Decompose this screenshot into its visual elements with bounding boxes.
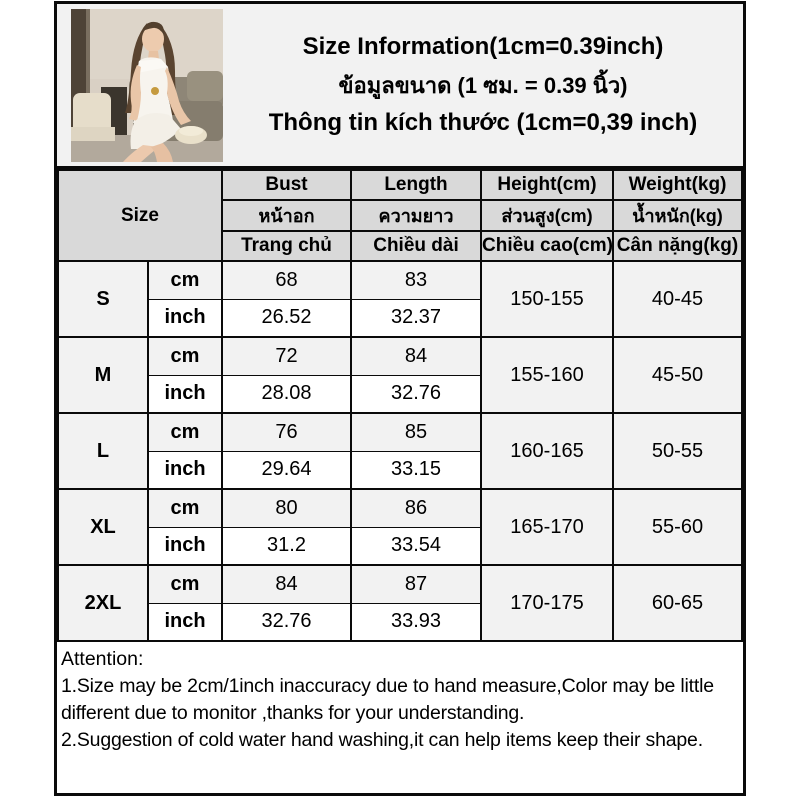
- bust-cm-value: 72: [221, 336, 352, 376]
- table-row: 2XL cm 84 87 170-175 60-65: [57, 564, 743, 642]
- title-block: Size Information(1cm=0.39inch) ข้อมูลขนา…: [223, 33, 743, 137]
- col-header-length-en: Length: [350, 169, 482, 201]
- col-header-bust-en: Bust: [221, 169, 352, 201]
- size-label-2xl: 2XL: [57, 564, 149, 642]
- col-header-height-en: Height(cm): [480, 169, 614, 201]
- unit-label-inch: inch: [147, 602, 223, 642]
- unit-label-inch: inch: [147, 450, 223, 490]
- col-header-weight-en: Weight(kg): [612, 169, 743, 201]
- attention-item-2: 2.Suggestion of cold water hand washing,…: [61, 729, 703, 751]
- unit-label-cm: cm: [147, 260, 223, 300]
- unit-label-inch: inch: [147, 374, 223, 414]
- table-row: S cm 68 83 150-155 40-45: [57, 260, 743, 338]
- weight-range: 60-65: [612, 564, 743, 642]
- table-row: XL cm 80 86 165-170 55-60: [57, 488, 743, 566]
- model-photo-illustration: [71, 8, 223, 162]
- col-header-bust-vi: Trang chủ: [221, 230, 352, 262]
- weight-range: 55-60: [612, 488, 743, 566]
- size-label-l: L: [57, 412, 149, 490]
- height-range: 165-170: [480, 488, 614, 566]
- unit-label-cm: cm: [147, 336, 223, 376]
- unit-label-cm: cm: [147, 412, 223, 452]
- weight-range: 50-55: [612, 412, 743, 490]
- col-header-length-th: ความยาว: [350, 199, 482, 232]
- title-english: Size Information(1cm=0.39inch): [302, 33, 664, 60]
- size-label-m: M: [57, 336, 149, 414]
- col-header-bust-th: หน้าอก: [221, 199, 352, 232]
- bust-cm-value: 68: [221, 260, 352, 300]
- size-table-header: Size Bust Length Height(cm) Weight(kg) ห…: [57, 169, 743, 262]
- length-inch-value: 33.15: [350, 450, 482, 490]
- height-range: 150-155: [480, 260, 614, 338]
- bust-inch-value: 28.08: [221, 374, 352, 414]
- size-table-body: S cm 68 83 150-155 40-45 inch 26.52 32.3…: [57, 260, 743, 642]
- weight-range: 40-45: [612, 260, 743, 338]
- table-row: inch 29.64 33.15: [58, 450, 742, 490]
- size-header-cell: Size: [57, 169, 223, 262]
- bust-inch-value: 32.76: [221, 602, 352, 642]
- unit-label-inch: inch: [147, 298, 223, 338]
- height-range: 170-175: [480, 564, 614, 642]
- length-cm-value: 85: [350, 412, 482, 452]
- height-range: 160-165: [480, 412, 614, 490]
- table-row: inch 31.2 33.54: [58, 526, 742, 566]
- unit-label-inch: inch: [147, 526, 223, 566]
- size-label-xl: XL: [57, 488, 149, 566]
- title-section: Size Information(1cm=0.39inch) ข้อมูลขนา…: [57, 4, 743, 169]
- product-photo: [71, 8, 223, 162]
- title-thai: ข้อมูลขนาด (1 ซม. = 0.39 นิ้ว): [338, 73, 628, 98]
- length-cm-value: 86: [350, 488, 482, 528]
- attention-item-1: 1.Size may be 2cm/1inch inaccuracy due t…: [61, 675, 714, 724]
- bust-inch-value: 26.52: [221, 298, 352, 338]
- table-row: inch 32.76 33.93: [58, 602, 742, 642]
- content-frame: Size Information(1cm=0.39inch) ข้อมูลขนา…: [54, 1, 746, 796]
- table-row: L cm 76 85 160-165 50-55: [57, 412, 743, 490]
- col-header-length-vi: Chiều dài: [350, 230, 482, 262]
- col-header-weight-vi: Cân nặng(kg): [612, 230, 743, 262]
- bust-cm-value: 76: [221, 412, 352, 452]
- length-inch-value: 33.93: [350, 602, 482, 642]
- size-label-s: S: [57, 260, 149, 338]
- bust-inch-value: 31.2: [221, 526, 352, 566]
- length-cm-value: 83: [350, 260, 482, 300]
- height-range: 155-160: [480, 336, 614, 414]
- col-header-height-th: ส่วนสูง(cm): [480, 199, 614, 232]
- title-vietnamese: Thông tin kích thước (1cm=0,39 inch): [268, 109, 698, 136]
- unit-label-cm: cm: [147, 564, 223, 604]
- bust-inch-value: 29.64: [221, 450, 352, 490]
- col-header-weight-th: น้ำหนัก(kg): [612, 199, 743, 232]
- bust-cm-value: 80: [221, 488, 352, 528]
- length-cm-value: 87: [350, 564, 482, 604]
- attention-section: Attention: 1.Size may be 2cm/1inch inacc…: [57, 642, 743, 754]
- length-cm-value: 84: [350, 336, 482, 376]
- attention-heading: Attention:: [61, 648, 144, 670]
- weight-range: 45-50: [612, 336, 743, 414]
- table-row: M cm 72 84 155-160 45-50: [57, 336, 743, 414]
- length-inch-value: 32.76: [350, 374, 482, 414]
- table-row: inch 26.52 32.37: [58, 298, 742, 338]
- size-table: Size Bust Length Height(cm) Weight(kg) ห…: [57, 169, 743, 642]
- length-inch-value: 32.37: [350, 298, 482, 338]
- unit-label-cm: cm: [147, 488, 223, 528]
- col-header-height-vi: Chiều cao(cm): [480, 230, 614, 262]
- bust-cm-value: 84: [221, 564, 352, 604]
- length-inch-value: 33.54: [350, 526, 482, 566]
- table-row: inch 28.08 32.76: [58, 374, 742, 414]
